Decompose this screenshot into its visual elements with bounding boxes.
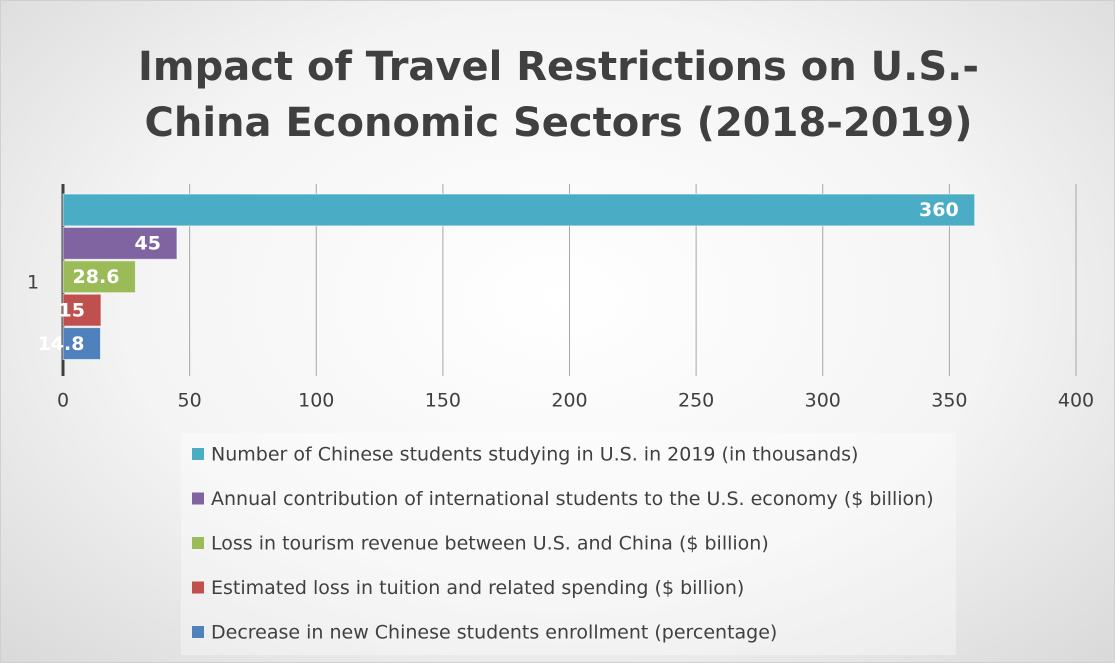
x-tick-label: 300: [805, 390, 841, 412]
data-label: 360: [919, 199, 959, 221]
x-tick-label: 200: [551, 390, 587, 412]
bar: [62, 327, 101, 361]
x-tick-label: 150: [425, 390, 461, 412]
data-label: 15: [59, 299, 85, 321]
y-tick-label: 1: [27, 272, 39, 294]
x-tick-label: 50: [178, 390, 202, 412]
legend-swatch: [192, 537, 204, 549]
x-tick-label: 250: [678, 390, 714, 412]
x-tick-label: 0: [57, 390, 69, 412]
legend-label: Annual contribution of international stu…: [211, 488, 934, 510]
data-label: 14.8: [38, 333, 85, 355]
bar: [62, 193, 976, 227]
legend-box: [181, 433, 956, 655]
legend-label: Decrease in new Chinese students enrollm…: [211, 622, 777, 644]
data-label: 45: [135, 233, 161, 255]
legend-label: Number of Chinese students studying in U…: [211, 444, 858, 466]
bar: [62, 260, 136, 294]
data-label: 28.6: [73, 266, 120, 288]
legend-label: Estimated loss in tuition and related sp…: [211, 577, 744, 599]
legend-swatch: [192, 448, 204, 460]
x-tick-label: 100: [298, 390, 334, 412]
x-tick-label: 350: [931, 390, 967, 412]
legend-swatch: [192, 492, 204, 505]
bar: [62, 293, 102, 327]
chart-title: Impact of Travel Restrictions on U.S.-Ch…: [138, 44, 979, 146]
x-tick-label: 400: [1058, 390, 1094, 412]
legend-swatch: [192, 581, 204, 594]
bar: [62, 226, 178, 260]
legend-swatch: [192, 626, 204, 638]
legend-label: Loss in tourism revenue between U.S. and…: [211, 533, 769, 555]
